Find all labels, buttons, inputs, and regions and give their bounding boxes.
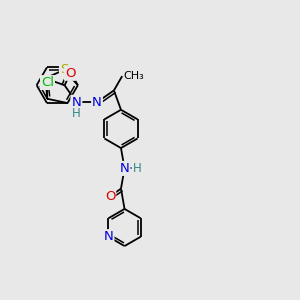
Text: N: N <box>103 230 113 243</box>
Text: H: H <box>133 162 141 175</box>
Text: N: N <box>120 162 129 175</box>
Text: N: N <box>92 96 102 109</box>
Text: O: O <box>65 67 76 80</box>
Text: Cl: Cl <box>41 76 54 89</box>
Text: N: N <box>72 96 81 109</box>
Text: H: H <box>133 162 141 175</box>
Text: O: O <box>105 190 115 203</box>
Text: N: N <box>103 230 113 243</box>
Text: N: N <box>120 162 129 175</box>
Text: H: H <box>72 107 81 120</box>
Text: O: O <box>65 67 76 80</box>
Text: N: N <box>92 96 102 109</box>
Text: Cl: Cl <box>41 76 54 89</box>
Text: H: H <box>72 107 81 120</box>
Text: O: O <box>105 190 115 203</box>
Text: S: S <box>60 63 68 76</box>
Text: S: S <box>60 63 68 76</box>
Text: N: N <box>72 96 81 109</box>
Text: CH₃: CH₃ <box>124 71 144 81</box>
